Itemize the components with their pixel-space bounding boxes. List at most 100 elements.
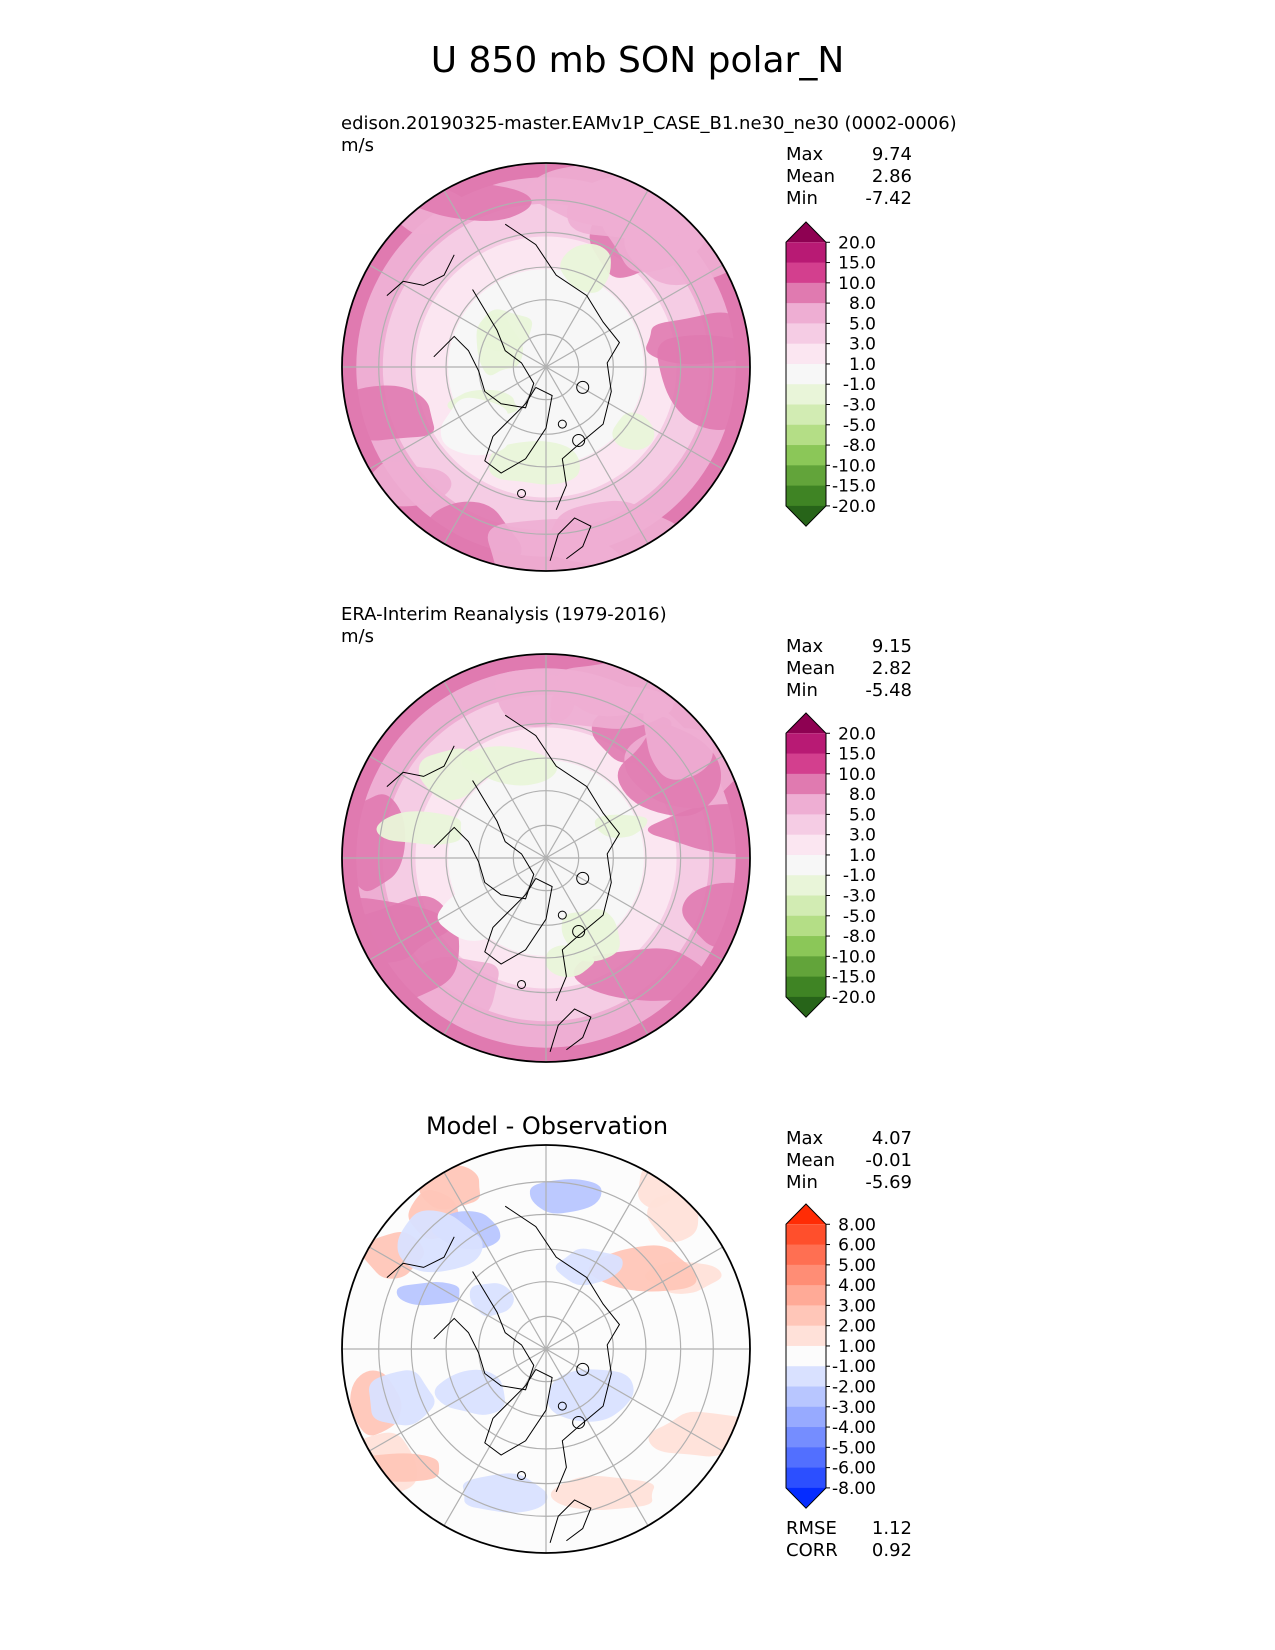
contour-patch — [397, 1210, 483, 1273]
colorbar-tick-label: 8.00 — [838, 1215, 876, 1235]
colorbar-tick-label: -2.00 — [832, 1378, 876, 1398]
colorbar-cell — [786, 1366, 826, 1387]
stat-label: Min — [786, 1172, 818, 1193]
colorbar-cell — [786, 222, 826, 243]
colorbar-cell — [786, 445, 826, 466]
colorbar-tick-label: -5.0 — [843, 416, 876, 436]
island-0 — [557, 419, 567, 429]
contour-patch — [682, 882, 750, 949]
island-2 — [517, 979, 527, 989]
contour-patch — [573, 948, 711, 1001]
coastline-3 — [549, 1499, 592, 1543]
coastline-0 — [433, 780, 535, 900]
stat-value: -7.42 — [865, 188, 912, 209]
contour-patch — [555, 1248, 623, 1286]
colorbar-tick-label: 3.0 — [849, 335, 876, 355]
panel-1-map — [341, 162, 751, 572]
map-boundary — [341, 653, 751, 1063]
colorbar-tick-label: -6.00 — [832, 1459, 876, 1479]
colorbar-tick-label: -4.00 — [832, 1418, 876, 1438]
colorbar-cell — [786, 713, 826, 734]
colorbar-cell — [786, 854, 826, 876]
colorbar-cell — [786, 242, 826, 264]
stat-value: 2.86 — [871, 166, 912, 187]
colorbar-tick-label: -1.0 — [843, 866, 876, 886]
colorbar-tick-label: 20.0 — [838, 233, 876, 253]
island-2 — [517, 488, 527, 498]
stat-label: Mean — [786, 1150, 836, 1171]
colorbar-tick-label: -3.0 — [843, 887, 876, 907]
colorbar-tick-label: -8.0 — [843, 436, 876, 456]
colorbar-cell — [786, 773, 826, 795]
contour-patch — [462, 1473, 548, 1513]
contour-patch — [560, 243, 611, 293]
stat-label: Mean — [786, 166, 836, 187]
panel-1-title: edison.20190325-master.EAMv1P_CASE_B1.ne… — [341, 113, 957, 134]
coastline-2 — [504, 714, 621, 1001]
colorbar-tick-label: 5.0 — [849, 314, 876, 334]
stat-value: 1.12 — [871, 1518, 912, 1539]
colorbar-cell — [786, 262, 826, 284]
stat-label: Max — [786, 144, 824, 165]
colorbar-cell — [786, 1224, 826, 1246]
map-field — [342, 654, 750, 1062]
colorbar-cell — [786, 465, 826, 487]
stat-value: 9.74 — [871, 144, 912, 165]
colorbar-tick-label: -3.0 — [843, 396, 876, 416]
colorbar-cell — [786, 996, 826, 1018]
colorbar-tick-label: 15.0 — [838, 254, 876, 274]
contour-patch — [396, 1282, 460, 1306]
stat-value: -0.01 — [865, 1150, 912, 1171]
map-field — [342, 163, 750, 571]
map-field — [342, 1145, 750, 1553]
stat-value: -5.69 — [865, 1172, 912, 1193]
island-0 — [557, 1401, 567, 1411]
colorbar-cell — [786, 794, 826, 815]
colorbar-tick-label: 8.0 — [849, 785, 876, 805]
colorbar-cell — [786, 1325, 826, 1347]
colorbar-cell — [786, 1487, 826, 1509]
stat-value: 2.82 — [871, 658, 912, 679]
colorbar-tick-label: -3.00 — [832, 1398, 876, 1418]
coastline-4 — [386, 254, 455, 296]
stat-label: Max — [786, 1128, 824, 1149]
colorbar-tick-label: 8.0 — [849, 294, 876, 314]
colorbar-tick-label: 15.0 — [838, 745, 876, 765]
colorbar-cell — [786, 323, 826, 345]
colorbar-cell — [786, 936, 826, 957]
panel-3-map — [341, 1144, 751, 1554]
colorbar-tick-label: -1.00 — [832, 1357, 876, 1377]
colorbar-tick-label: -15.0 — [832, 968, 876, 988]
stat-value: -5.48 — [865, 680, 912, 701]
coastline-0 — [433, 289, 535, 409]
contour-patch — [418, 748, 489, 801]
island-1 — [572, 924, 586, 938]
stat-value: 9.15 — [871, 636, 912, 657]
coastline-1 — [484, 1368, 553, 1456]
colorbar-tick-label: 4.00 — [838, 1276, 876, 1296]
stat-value: 4.07 — [871, 1128, 912, 1149]
colorbar-cell — [786, 875, 826, 896]
stat-label: Max — [786, 636, 824, 657]
panel-3-colorbar: 8.006.005.004.003.002.001.00-1.00-2.00-3… — [785, 1203, 876, 1509]
colorbar-tick-label: 5.00 — [838, 1256, 876, 1276]
colorbar-cell — [786, 1345, 826, 1367]
colorbar-tick-label: 3.0 — [849, 826, 876, 846]
colorbar-cell — [786, 1285, 826, 1306]
colorbar-cell — [786, 1204, 826, 1225]
coastline-4 — [386, 745, 455, 787]
colorbar-tick-label: 10.0 — [838, 765, 876, 785]
colorbar-cell — [786, 733, 826, 755]
contour-patch — [612, 412, 655, 450]
island-1 — [572, 1415, 586, 1429]
island-1 — [572, 433, 586, 447]
colorbar-cell — [786, 915, 826, 937]
contour-patch — [529, 1179, 602, 1214]
colorbar-cell — [786, 1427, 826, 1448]
coastline-3 — [549, 517, 592, 561]
panel-2-units: m/s — [341, 626, 374, 647]
figure-title: U 850 mb SON polar_N — [430, 40, 845, 81]
panel-3-title: Model - Observation — [425, 1112, 669, 1140]
colorbar-tick-label: 6.00 — [838, 1236, 876, 1256]
